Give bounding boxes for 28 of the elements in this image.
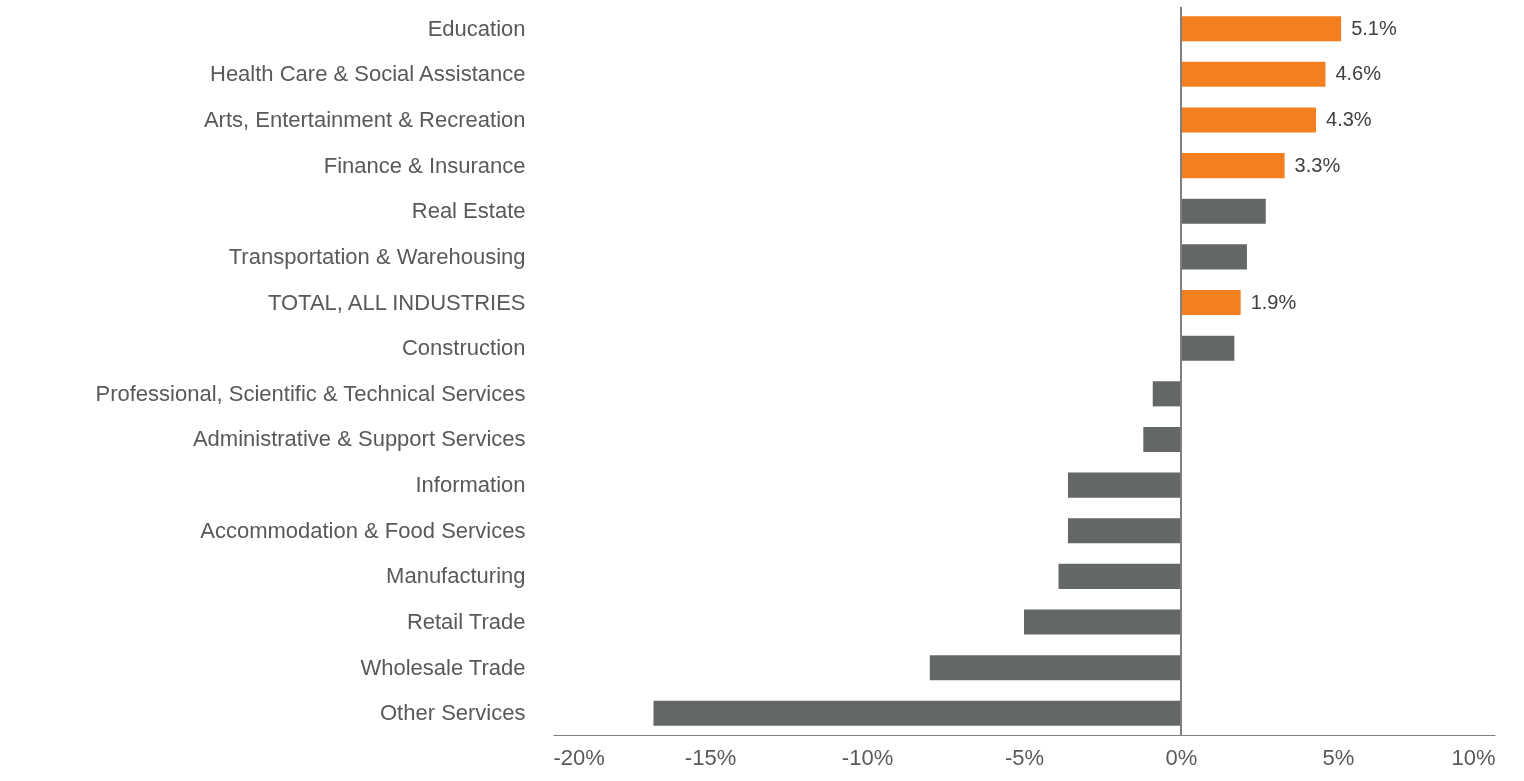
y-tick-label: Finance & Insurance: [323, 152, 526, 178]
y-tick-label: Retail Trade: [406, 609, 526, 635]
y-tick-label: Arts, Entertainment & Recreation: [203, 106, 526, 132]
x-tick-label: 5%: [1322, 744, 1355, 770]
x-tick-label: 10%: [1451, 744, 1496, 770]
y-tick-label: Health Care & Social Assistance: [210, 61, 526, 87]
x-tick-label: -15%: [684, 744, 737, 770]
y-tick-label: Education: [427, 15, 526, 41]
y-tick-label: Accommodation & Food Services: [200, 517, 526, 543]
y-tick-label: Information: [415, 472, 526, 498]
y-tick-label: TOTAL, ALL INDUSTRIES: [267, 289, 526, 315]
y-tick-label: Construction: [401, 335, 526, 361]
y-tick-label: Real Estate: [411, 198, 526, 224]
data-label: 1.9%: [1250, 290, 1297, 313]
y-tick-label: Administrative & Support Services: [192, 426, 526, 452]
data-label: 5.1%: [1351, 16, 1397, 39]
x-tick-label: -20%: [553, 744, 605, 770]
y-tick-label: Transportation & Warehousing: [228, 243, 526, 269]
y-tick-label: Manufacturing: [386, 563, 526, 589]
data-label: 4.3%: [1326, 107, 1372, 130]
y-tick-label: Other Services: [380, 700, 526, 726]
data-label: 4.6%: [1335, 62, 1382, 85]
x-tick-label: -10%: [841, 744, 894, 770]
y-tick-label: Wholesale Trade: [360, 654, 526, 680]
data-label: 3.3%: [1294, 153, 1341, 176]
x-tick-label: 0%: [1165, 744, 1198, 770]
x-tick-label: -5%: [1004, 744, 1045, 770]
y-tick-label: Professional, Scientific & Technical Services: [95, 380, 526, 406]
